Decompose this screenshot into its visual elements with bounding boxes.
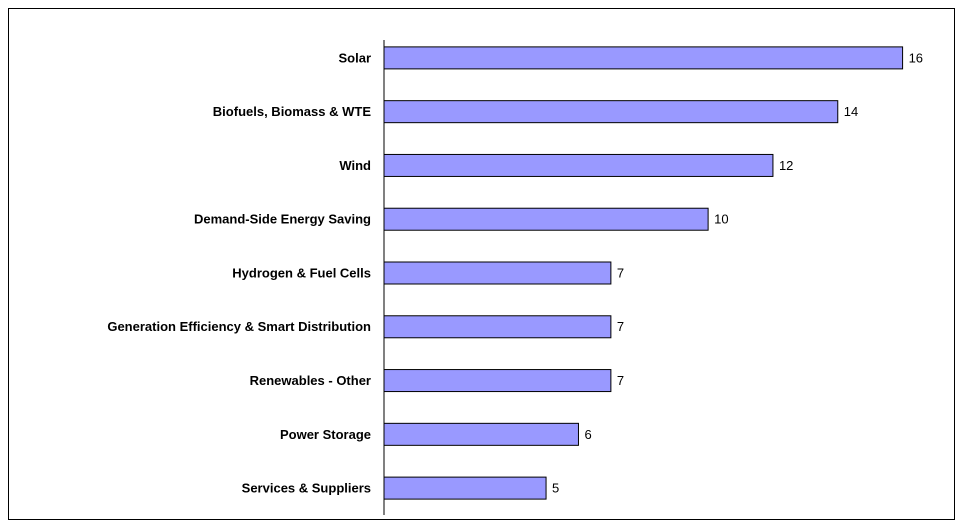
bar (383, 476, 547, 500)
category-label: Biofuels, Biomass & WTE (213, 104, 372, 119)
value-label: 16 (909, 50, 923, 65)
value-label: 12 (779, 158, 793, 173)
category-label: Solar (338, 50, 371, 65)
bar (383, 422, 579, 446)
category-label: Demand-Side Energy Saving (194, 212, 371, 227)
category-label: Services & Suppliers (242, 481, 371, 496)
category-label: Power Storage (280, 427, 371, 442)
bar (383, 100, 839, 124)
value-label: 10 (714, 212, 728, 227)
category-label: Wind (339, 158, 371, 173)
category-label: Hydrogen & Fuel Cells (232, 265, 371, 280)
category-label: Generation Efficiency & Smart Distributi… (107, 319, 371, 334)
value-label: 5 (552, 481, 559, 496)
bar (383, 46, 904, 70)
value-label: 14 (844, 104, 858, 119)
value-label: 7 (617, 373, 624, 388)
bar (383, 261, 612, 285)
bar (383, 207, 709, 231)
chart-frame (8, 8, 955, 520)
category-label: Renewables - Other (250, 373, 371, 388)
bar (383, 153, 774, 177)
bar (383, 315, 612, 339)
value-label: 6 (584, 427, 591, 442)
value-label: 7 (617, 319, 624, 334)
bar (383, 369, 612, 393)
value-label: 7 (617, 265, 624, 280)
